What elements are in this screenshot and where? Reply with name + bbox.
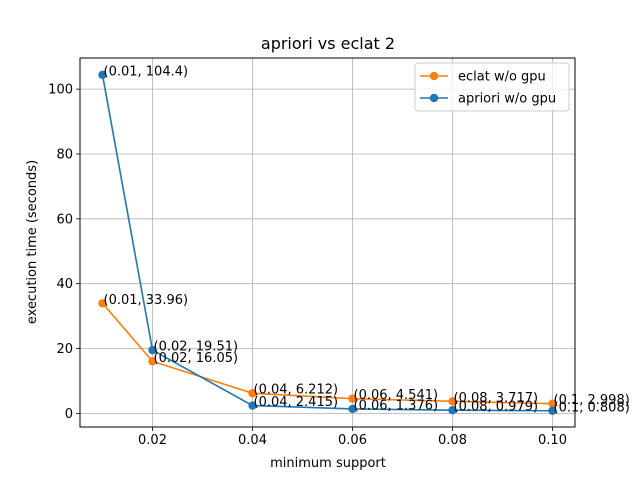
annotations: (0.01, 33.96)(0.02, 16.05)(0.04, 6.212)(… — [104, 64, 630, 415]
data-point — [148, 345, 157, 355]
ticks: 0.02 0.04 0.06 0.08 0.10 0 20 40 60 80 100 — [48, 83, 567, 448]
legend-marker — [429, 93, 439, 103]
legend-marker — [429, 71, 439, 81]
data-label: (0.08, 3.717) — [454, 391, 539, 406]
data-point — [548, 406, 557, 415]
data-point — [348, 394, 357, 403]
data-point — [98, 299, 107, 308]
x-axis-label: minimum support — [270, 456, 386, 471]
data-label: (0.01, 33.96) — [104, 293, 189, 308]
x-tick-label: 0.08 — [438, 433, 467, 448]
plot-frame — [79, 57, 576, 428]
legend-label: apriori w/o gpu — [458, 92, 556, 107]
y-tick-label: 100 — [48, 83, 73, 98]
x-tick-label: 0.10 — [538, 433, 567, 448]
data-label: (0.06, 1.376) — [354, 398, 439, 413]
y-tick-label: 20 — [56, 342, 73, 357]
data-point — [248, 389, 257, 398]
series-eclat — [98, 299, 557, 408]
chart-title: apriori vs eclat 2 — [261, 34, 395, 53]
y-tick-label: 60 — [56, 212, 73, 227]
series-line — [101, 302, 553, 405]
data-point — [448, 406, 457, 415]
data-label: (0.02, 19.51) — [154, 340, 239, 355]
data-label: (0.06, 4.541) — [354, 388, 439, 403]
legend: eclat w/o gpu apriori w/o gpu — [414, 62, 570, 112]
series-layer — [98, 70, 557, 415]
x-tick-label: 0.04 — [238, 433, 267, 448]
data-point — [448, 397, 457, 406]
series-apriori — [98, 70, 557, 415]
data-label: (0.1, 2.998) — [554, 393, 630, 408]
y-axis-label: execution time (seconds) — [25, 160, 40, 324]
legend-label: eclat w/o gpu — [458, 70, 546, 85]
y-tick-label: 40 — [56, 277, 73, 292]
data-label: (0.04, 6.212) — [254, 383, 339, 398]
series-line — [101, 74, 553, 412]
data-label: (0.08, 0.979) — [454, 400, 539, 415]
legend-box — [414, 62, 570, 112]
data-label: (0.01, 104.4) — [104, 64, 189, 79]
data-label: (0.1, 0.808) — [554, 400, 630, 415]
data-point — [148, 357, 157, 366]
data-point — [548, 399, 557, 408]
y-tick-label: 80 — [56, 147, 73, 162]
data-point — [248, 401, 257, 410]
data-point — [348, 404, 357, 414]
data-label: (0.04, 2.415) — [254, 395, 339, 410]
data-point — [98, 70, 107, 80]
y-tick-label: 0 — [65, 407, 73, 422]
data-label: (0.02, 16.05) — [154, 351, 239, 366]
x-tick-label: 0.06 — [338, 433, 367, 448]
x-tick-label: 0.02 — [138, 433, 167, 448]
